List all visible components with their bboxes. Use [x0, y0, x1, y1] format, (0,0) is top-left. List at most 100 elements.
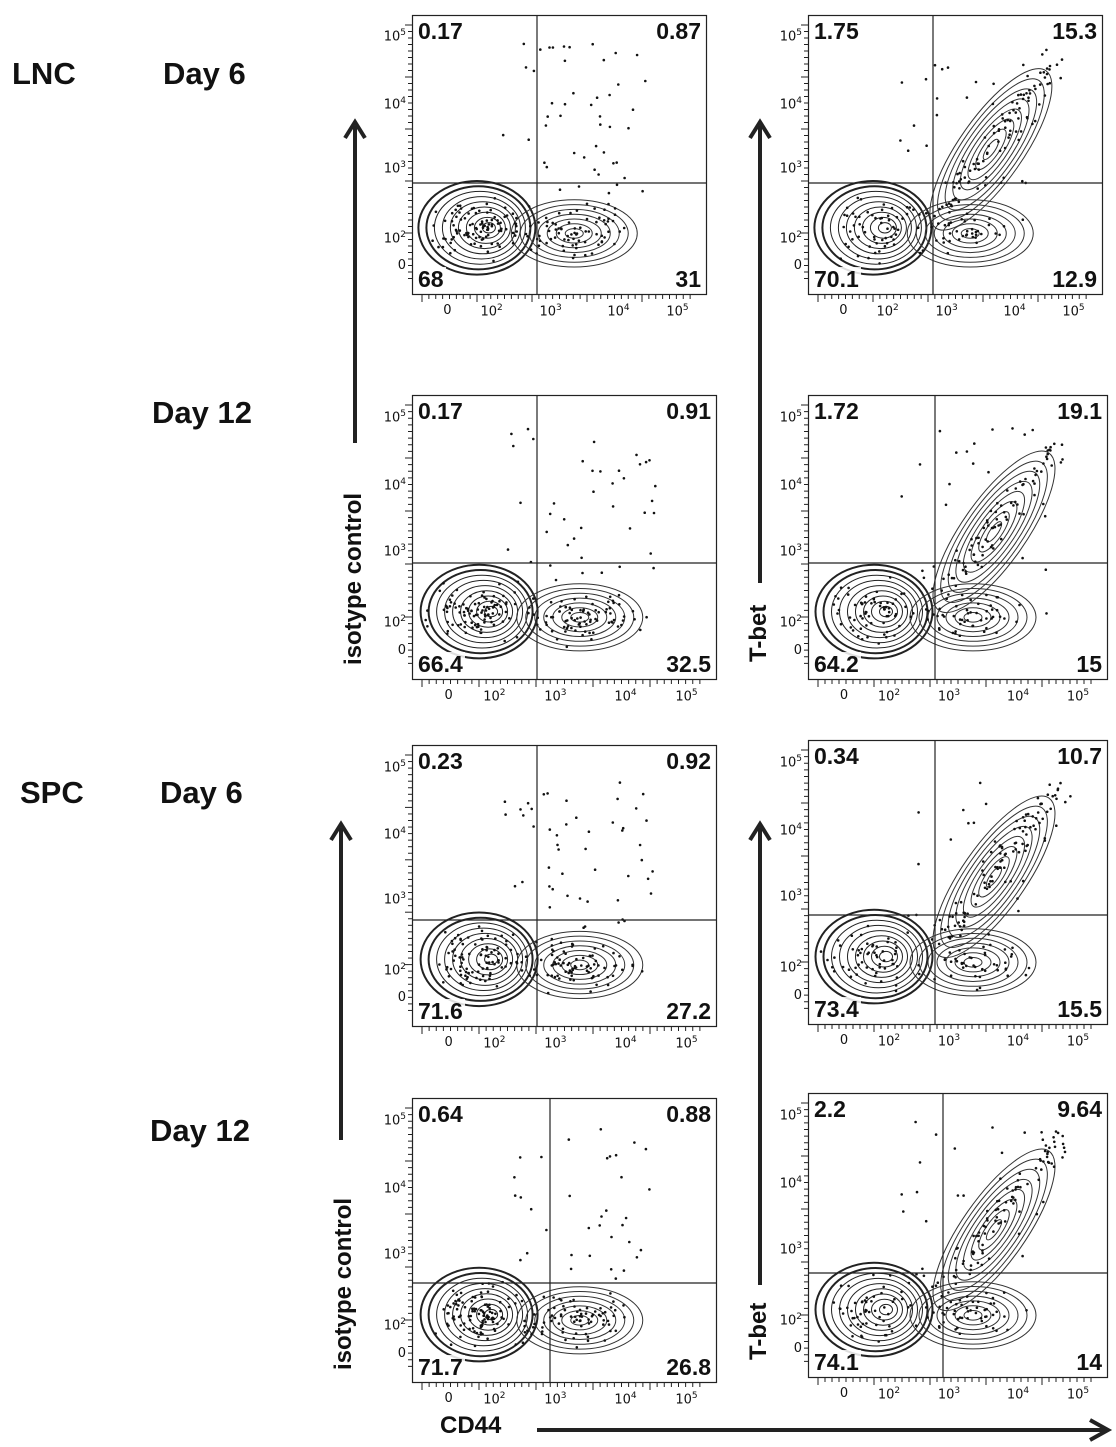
contour-line: [814, 1261, 934, 1358]
quadrant-upper-left-value: 1.72: [812, 398, 861, 424]
x-arrow: [537, 1418, 1113, 1442]
contour-line: [978, 856, 1010, 898]
day6-label-spc: Day 6: [160, 775, 243, 810]
contour-line: [982, 138, 1000, 160]
contour-line: [863, 940, 903, 973]
y-tick-label: 102: [383, 1317, 406, 1334]
y-tick-label: 104: [779, 822, 802, 839]
y-tick-label: 0: [397, 642, 406, 658]
contour-line: [960, 228, 980, 239]
contour-line: [963, 1188, 1025, 1271]
plot-svg: [405, 1097, 718, 1390]
y-tick-label: 105: [779, 28, 802, 45]
quadrant-upper-left-value: 2.2: [812, 1096, 848, 1122]
contour-line: [932, 1148, 1056, 1312]
x-label-cd44: CD44: [440, 1412, 502, 1439]
y-tick-label: 105: [779, 753, 802, 771]
contour-line: [822, 1267, 929, 1353]
contour-line: [831, 574, 923, 649]
quadrant-lower-right-value: 27.2: [664, 998, 713, 1024]
contour-line: [516, 1286, 644, 1355]
quadrant-upper-right-value: 9.64: [1055, 1096, 1104, 1122]
plot-svg: [801, 394, 1109, 687]
flow-plot-spc_d12_tbet: 105 104 103 102 0 0 102 103 104 105 2.2 9.64 74.1 14: [780, 1092, 1109, 1402]
contour-line: [552, 1305, 608, 1336]
y-tick-label: 102: [383, 961, 406, 978]
y-tick-label: 103: [383, 891, 406, 908]
contour-line: [436, 1277, 529, 1352]
contour-line: [441, 196, 521, 260]
x-tick-label: 0: [839, 688, 849, 703]
contour-line: [845, 201, 912, 255]
flow-plot-spc_d12_iso: 105 104 103 102 0 0 102 103 104 105 0.64 0.88 71.7 26…: [384, 1097, 718, 1407]
quadrant-upper-right-value: 0.92: [664, 748, 713, 774]
contour-line: [936, 942, 1010, 983]
contour-line: [963, 612, 983, 623]
contour-line: [945, 947, 1001, 978]
x-tick-label: 102: [877, 1033, 901, 1050]
contour-line: [427, 916, 534, 1002]
x-tick-label: 0: [444, 1391, 453, 1406]
quadrant-lower-right-value: 31: [673, 266, 703, 292]
contour-line: [929, 68, 1053, 231]
quadrant-upper-right-value: 0.87: [654, 18, 703, 44]
contour-line: [940, 805, 1048, 948]
y-tick-label: 103: [383, 542, 406, 560]
contour-line: [814, 563, 934, 660]
contour-line: [847, 930, 913, 984]
contour-line: [978, 511, 1010, 553]
quadrant-lower-left-value: 70.1: [812, 266, 861, 292]
x-tick-label: 104: [607, 303, 630, 320]
contour-line: [918, 588, 1028, 647]
contour-line: [831, 919, 923, 994]
plot-frame: [411, 1097, 718, 1384]
contour-line: [871, 945, 898, 968]
contour-line: [829, 190, 922, 265]
contour-line: [927, 1290, 1019, 1340]
y-tick-label: 0: [793, 987, 802, 1003]
contour-line: [947, 470, 1041, 593]
x-tick-label: 105: [675, 688, 698, 705]
x-tick-label: 105: [1062, 303, 1085, 320]
flow-plot-lnc_d12_tbet: 105 104 103 102 0 0 102 103 104 105 1.72 19.1 64.2 15: [780, 394, 1109, 704]
contour-line: [839, 924, 918, 989]
contour-line: [959, 108, 1022, 191]
y-tick-label: 103: [779, 160, 802, 177]
y-tick-label: 0: [793, 258, 802, 273]
y-tick-label: 103: [779, 1240, 802, 1258]
x-tick-label: 102: [480, 303, 503, 320]
contour-line: [978, 1209, 1010, 1251]
contour-line: [444, 927, 524, 992]
y-tick-label: 104: [383, 1180, 406, 1197]
y-arrow-tbet-spc: [748, 820, 772, 1285]
quadrant-upper-right-value: 0.88: [664, 1101, 713, 1127]
x-tick-label: 0: [839, 1386, 849, 1401]
quadrant-lower-right-value: 12.9: [1050, 266, 1099, 292]
contour-line: [525, 1291, 635, 1350]
x-tick-label: 104: [614, 688, 637, 705]
quadrant-lower-left-value: 74.1: [812, 1349, 861, 1375]
y-tick-label: 105: [779, 408, 802, 426]
flow-plot-lnc_d6_tbet: 105 104 103 102 0 0 102 103 104 105 1.75 15.3 70.1 12…: [780, 14, 1104, 319]
contour-line: [975, 128, 1007, 171]
contour-line: [419, 1266, 539, 1363]
contour-line: [906, 199, 1034, 268]
contour-line: [909, 1281, 1037, 1350]
contour-line: [869, 216, 897, 239]
spc-label: SPC: [20, 775, 84, 810]
plot-frame: [411, 394, 718, 681]
x-tick-label: 105: [1066, 1386, 1090, 1403]
y-tick-label: 0: [397, 258, 406, 273]
y-tick-label: 105: [383, 28, 406, 45]
contour-line: [534, 940, 626, 990]
y-tick-label: 105: [779, 1106, 802, 1124]
contour-line: [847, 1283, 913, 1337]
contour-line: [954, 952, 992, 973]
x-tick-label: 0: [444, 688, 453, 703]
y-tick-label: 103: [779, 887, 802, 905]
day12-label-lnc: Day 12: [152, 395, 252, 430]
contour-line: [936, 1295, 1010, 1336]
contour-line: [940, 460, 1048, 603]
y-tick-label: 105: [383, 758, 406, 775]
contour-line: [877, 222, 892, 234]
